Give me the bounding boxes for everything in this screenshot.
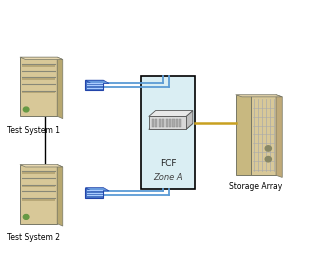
Text: Storage Array: Storage Array	[229, 182, 283, 191]
Polygon shape	[85, 188, 109, 191]
Polygon shape	[165, 119, 168, 127]
Polygon shape	[149, 110, 193, 116]
Polygon shape	[186, 110, 193, 129]
Circle shape	[265, 146, 271, 151]
Polygon shape	[22, 171, 55, 174]
Polygon shape	[20, 164, 57, 224]
Circle shape	[23, 107, 29, 112]
Polygon shape	[149, 123, 193, 129]
Polygon shape	[57, 57, 63, 119]
Polygon shape	[20, 164, 63, 167]
Polygon shape	[236, 95, 251, 175]
Polygon shape	[251, 95, 276, 175]
Polygon shape	[149, 116, 186, 129]
Polygon shape	[179, 119, 181, 127]
Text: Test System 2: Test System 2	[8, 233, 60, 242]
Text: FCF: FCF	[160, 159, 176, 168]
Polygon shape	[159, 119, 161, 127]
Polygon shape	[22, 91, 55, 93]
Polygon shape	[20, 57, 57, 116]
Polygon shape	[152, 119, 154, 127]
Polygon shape	[22, 64, 55, 66]
Polygon shape	[162, 119, 164, 127]
Polygon shape	[236, 95, 282, 97]
Polygon shape	[22, 77, 55, 80]
Polygon shape	[85, 188, 103, 198]
Polygon shape	[85, 80, 109, 83]
Text: Test System 1: Test System 1	[8, 126, 60, 135]
Polygon shape	[22, 185, 55, 187]
Polygon shape	[141, 76, 195, 189]
Polygon shape	[172, 119, 175, 127]
Circle shape	[23, 214, 29, 219]
Circle shape	[265, 157, 271, 162]
Polygon shape	[22, 198, 55, 201]
Polygon shape	[85, 80, 103, 90]
Polygon shape	[176, 119, 178, 127]
Polygon shape	[20, 57, 63, 59]
Polygon shape	[276, 95, 282, 177]
Polygon shape	[155, 119, 157, 127]
Polygon shape	[169, 119, 171, 127]
Polygon shape	[57, 164, 63, 226]
Text: Zone A: Zone A	[153, 173, 183, 182]
